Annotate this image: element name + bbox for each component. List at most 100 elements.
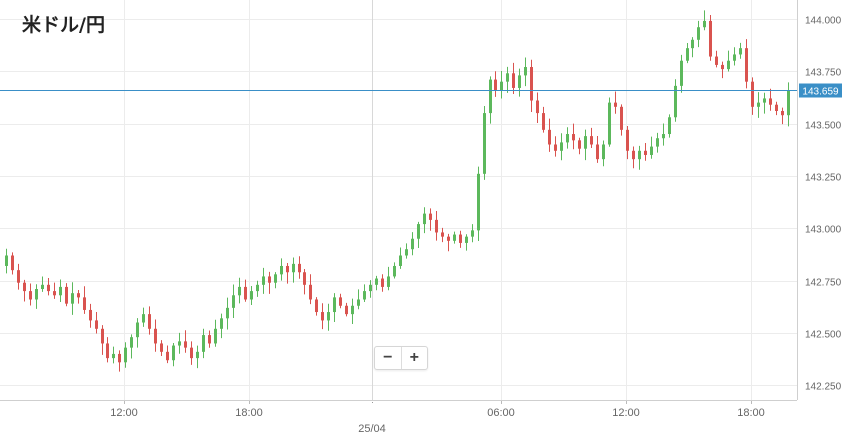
candle-body [709, 20, 712, 57]
candle-body [226, 307, 229, 319]
candle-body [674, 85, 677, 118]
candle-body [53, 291, 56, 296]
x-tick-label: 12:00 [612, 407, 640, 419]
candle-body [721, 64, 724, 70]
candle-body [101, 328, 104, 344]
candle-body [280, 265, 283, 275]
candle-body [184, 341, 187, 348]
candle-body [566, 134, 569, 143]
candle-body [262, 276, 265, 285]
candle-body [626, 129, 629, 151]
candle-body [95, 320, 98, 329]
candle-body [548, 129, 551, 145]
candle-body [447, 236, 450, 241]
zoom-in-button[interactable]: + [409, 349, 419, 366]
y-tick-label: 142.500 [805, 330, 842, 341]
candle-body [345, 305, 348, 315]
candle-body [757, 102, 760, 107]
candle-body [244, 286, 247, 300]
candle-body [536, 100, 539, 114]
candle-body [256, 284, 259, 292]
candle-body [429, 213, 432, 220]
candle-body [214, 328, 217, 344]
candle-body [178, 341, 181, 346]
candle-body [578, 140, 581, 149]
candle-body [542, 113, 545, 130]
candle-body [596, 144, 599, 160]
candle-body [638, 150, 641, 160]
candle-body [5, 255, 8, 266]
candle-body [65, 286, 68, 304]
candle-body [333, 297, 336, 313]
candle-body [518, 75, 521, 88]
candle-body [118, 353, 121, 363]
candle-body [745, 48, 748, 82]
candle-body [77, 293, 80, 298]
candle-body [250, 291, 253, 300]
candle-body [512, 73, 515, 88]
candle-body [733, 54, 736, 61]
candle-body [787, 90, 790, 116]
candle-body [560, 142, 563, 151]
candle-body [83, 297, 86, 310]
candle-body [739, 48, 742, 55]
candle-body [668, 117, 671, 135]
candle-body [632, 150, 635, 160]
candle-body [644, 150, 647, 155]
candle-body [327, 312, 330, 321]
candle-body [465, 236, 468, 243]
candle-body [489, 79, 492, 114]
candle-body [35, 289, 38, 300]
candle-body [339, 297, 342, 306]
candle-body [160, 343, 163, 352]
candle-body [608, 102, 611, 145]
x-tick-label: 06:00 [487, 407, 515, 419]
candle-body [136, 322, 139, 338]
y-tick-label: 143.750 [805, 68, 842, 79]
candle-body [172, 345, 175, 361]
candle-body [506, 73, 509, 82]
candle-body [106, 343, 109, 359]
candle-body [303, 272, 306, 285]
zoom-divider [400, 347, 402, 369]
candle-body [441, 232, 444, 237]
candle-body [572, 134, 575, 141]
candle-body [405, 249, 408, 256]
candle-body [369, 284, 372, 292]
candle-body [530, 67, 533, 101]
candle-body [494, 79, 497, 91]
candle-body [190, 347, 193, 359]
candle-body [751, 81, 754, 107]
candle-body [399, 255, 402, 266]
zoom-out-button[interactable]: − [383, 349, 393, 366]
x-tick-label: 18:00 [235, 407, 263, 419]
x-tick-label: 18:00 [737, 407, 765, 419]
candle-body [775, 104, 778, 111]
candle-body [387, 276, 390, 287]
date-marker-label: 25/04 [358, 423, 386, 435]
candle-body [662, 134, 665, 139]
candle-body [411, 238, 414, 250]
candle-body [71, 293, 74, 304]
candle-body [381, 278, 384, 287]
candle-body [130, 337, 133, 348]
candle-body [363, 291, 366, 300]
candle-body [453, 234, 456, 241]
candle-body [315, 299, 318, 313]
candle-body [154, 328, 157, 344]
candle-body [142, 314, 145, 323]
candle-body [393, 265, 396, 277]
candle-body [166, 351, 169, 361]
candle-body [298, 263, 301, 273]
candle-body [268, 276, 271, 283]
candle-body [124, 347, 127, 363]
y-tick-label: 142.250 [805, 382, 842, 393]
candle-body [286, 265, 289, 273]
candle-body [274, 274, 277, 283]
candle-body [763, 98, 766, 103]
candle-body [238, 286, 241, 296]
candle-body [220, 318, 223, 329]
candle-body [232, 295, 235, 308]
candle-body [590, 136, 593, 145]
